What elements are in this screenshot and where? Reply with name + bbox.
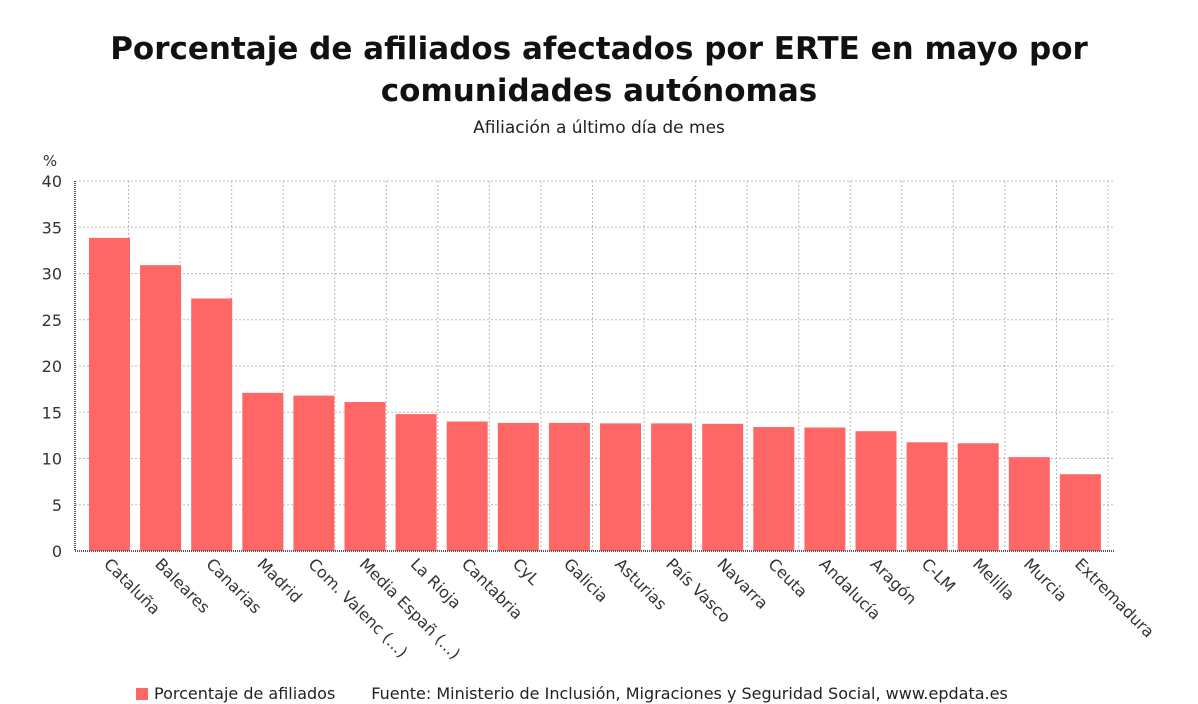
bar [957,443,999,551]
bar [293,395,335,551]
legend-label: Porcentaje de afiliados [154,684,336,703]
bar [651,423,693,551]
chart-title: Porcentaje de afiliados afectados por ER… [110,31,1088,109]
y-tick-label: 0 [52,542,62,561]
x-tick-label: CyL [509,554,543,588]
y-tick-label: 30 [42,265,62,284]
bar [702,423,744,551]
x-tick-label: C-LM [918,554,959,595]
bar [446,421,488,551]
legend: Porcentaje de afiliados Fuente: Ministeri… [136,684,1008,703]
y-axis-unit: % [43,152,57,170]
source-note: Fuente: Ministerio de Inclusión, Migraci… [371,684,1008,703]
legend-swatch [136,688,148,700]
x-tick-label: Canarias [202,554,265,617]
x-tick-label: Melilla [969,554,1019,604]
bar [600,423,641,551]
chart-subtitle: Afiliación a último día de mes [473,118,725,138]
bar [906,442,948,551]
y-tick-label: 25 [42,311,62,330]
bar [548,422,590,551]
x-tick-label: Com. Valenc (...) [305,554,412,661]
x-tick-label: Extremadura [1071,554,1158,641]
y-tick-label: 5 [52,496,62,515]
bar [855,431,897,551]
y-tick-label: 40 [42,172,62,191]
bar [1059,474,1101,551]
bar [497,422,539,551]
bar [753,427,795,551]
bar [89,237,130,551]
bar [191,298,233,551]
x-tick-label: Ceuta [764,554,811,601]
bar [804,427,846,551]
y-tick-label: 15 [42,403,62,422]
x-tick-label: Murcia [1020,554,1071,605]
x-tick-label: Asturias [611,554,670,613]
x-tick-label: Galicia [560,554,612,606]
bar [1008,457,1050,551]
y-tick-label: 35 [42,218,62,237]
bar [395,414,437,551]
bar [344,402,386,551]
y-tick-label: 20 [42,357,62,376]
bar [242,392,284,551]
y-tick-label: 10 [42,450,62,469]
bar [140,265,182,551]
